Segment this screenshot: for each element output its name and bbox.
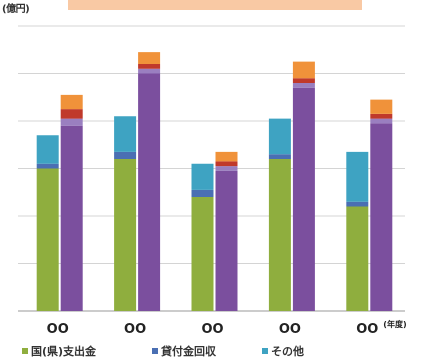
bar-segment-red [292,78,315,83]
bar-segment-lavender [370,118,393,124]
legend-swatch-national [22,348,28,354]
bar-segment-orange [292,61,315,79]
bar-segment-purple [292,87,315,311]
x-tick-label: OO [201,322,223,337]
bar-segment-lavender [215,166,238,171]
bar-segment-loan [36,163,59,169]
bar-segment-lavender [138,68,161,74]
bar-segment-lavender [60,118,83,126]
bar-segment-purple [370,123,393,311]
legend-item-national: 国(県)支出金 [22,342,96,360]
x-axis-unit-label: (年度) [383,319,406,329]
chart-plot: OO OO OO OO OO (年度) [18,25,407,337]
x-tick-label: OO [356,322,378,337]
bar-segment-red [138,64,161,69]
bar-segment-orange [138,52,161,64]
bar-segment-red [60,109,83,119]
x-tick-label: OO [279,322,301,337]
unit-label: (億円) [2,4,30,15]
bar-segment-purple [215,170,238,311]
bar-segment-lavender [292,83,315,88]
bar-segment-other [191,163,214,190]
bar-segment-purple [138,73,161,311]
bar-segment-other [268,118,291,155]
x-tick-label: OO [124,322,146,337]
bar-segment-loan [268,154,291,159]
legend-item-loan: 貸付金回収 [152,342,216,360]
bar-segment-other [36,135,59,164]
legend-item-other: その他 [262,342,304,360]
bar-segment-orange [60,94,83,110]
legend: 国(県)支出金 貸付金回収 その他 [0,342,421,360]
bar-segment-red [370,113,393,119]
bar-segment-other [114,116,137,152]
bar-segment-purple [60,125,83,311]
bar-segment-red [215,161,238,167]
bar-segment-loan [191,189,214,197]
legend-swatch-loan [152,348,158,354]
legend-label-other: その他 [271,345,304,358]
bar-segment-national [36,168,59,311]
bar-segment-national [346,206,369,311]
legend-label-loan: 貸付金回収 [161,345,216,358]
bar-segment-orange [215,151,238,162]
bar-segment-loan [346,201,369,207]
title-banner [68,0,362,10]
bar-segment-orange [370,99,393,114]
legend-label-national: 国(県)支出金 [31,345,97,358]
bar-segment-other [346,151,369,202]
bar-segment-national [114,159,137,311]
bar-segment-national [191,197,214,311]
x-tick-label: OO [47,322,69,337]
bar-segment-national [268,159,291,311]
bar-segment-loan [114,151,137,159]
legend-swatch-other [262,348,268,354]
